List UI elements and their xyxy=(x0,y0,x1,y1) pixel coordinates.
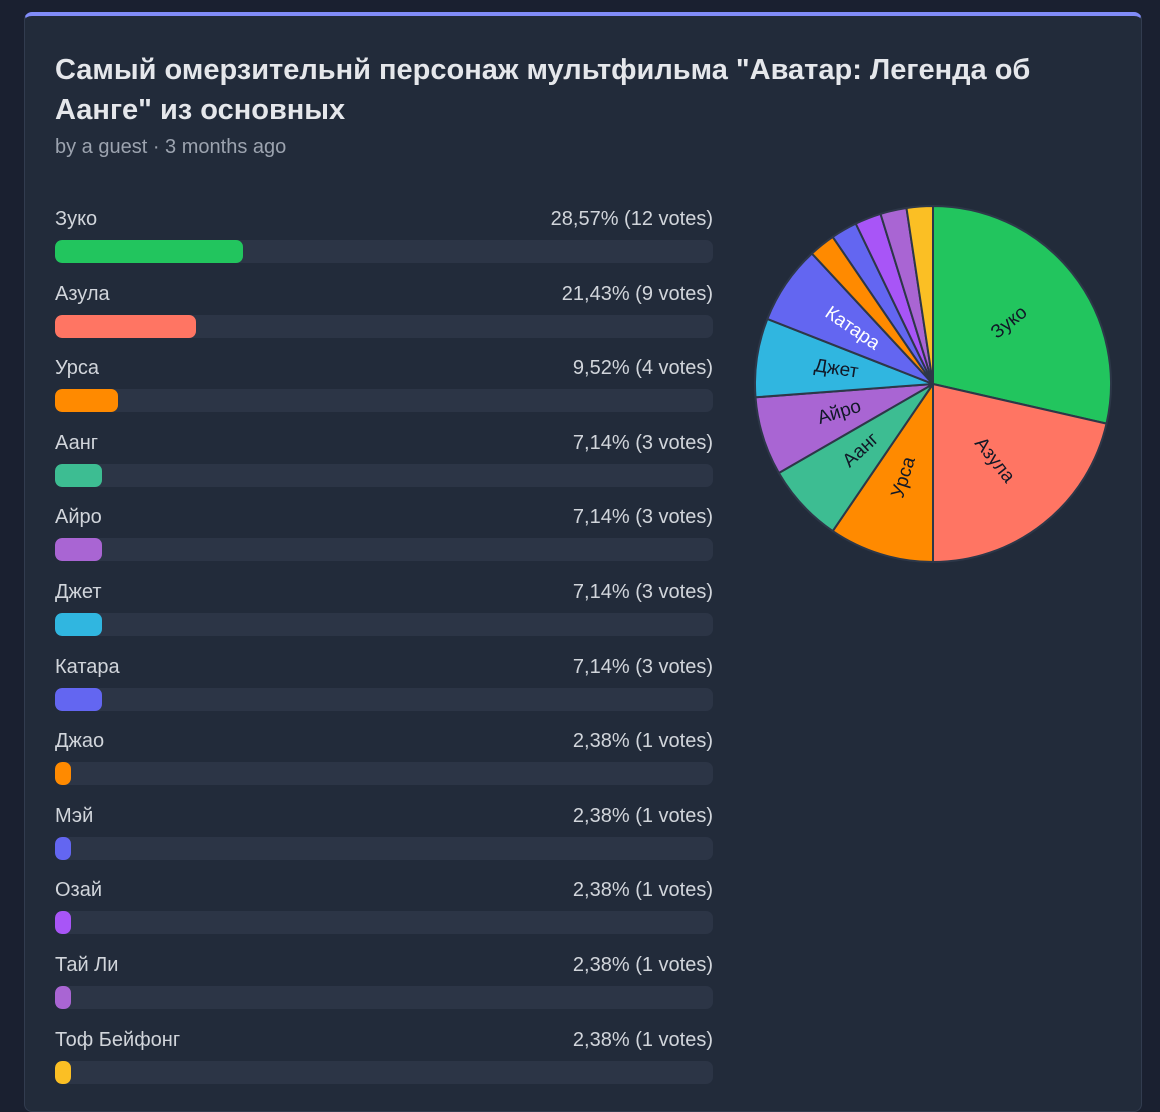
result-row: Катара 7,14% (3 votes) xyxy=(55,654,713,729)
result-row-header: Урса 9,52% (4 votes) xyxy=(55,355,713,385)
progress-track xyxy=(55,389,713,413)
option-name: Урса xyxy=(55,357,100,380)
progress-fill xyxy=(55,911,71,935)
option-percent-votes: 2,38% (1 votes) xyxy=(572,879,713,902)
option-name: Зуко xyxy=(55,208,98,230)
progress-track xyxy=(55,836,713,860)
option-percent-votes: 9,52% (4 votes) xyxy=(572,357,713,380)
option-percent-votes: 7,14% (3 votes) xyxy=(572,655,713,678)
result-row: Айро 7,14% (3 votes) xyxy=(55,504,713,579)
result-row-header: Тоф Бейфонг 2,38% (1 votes) xyxy=(55,1027,713,1057)
option-name: Джет xyxy=(55,580,102,603)
option-name: Азула xyxy=(55,282,110,305)
result-row: Джао 2,38% (1 votes) xyxy=(55,728,713,803)
option-percent-votes: 7,14% (3 votes) xyxy=(572,580,713,603)
option-name: Джао xyxy=(55,730,105,753)
results-list: Зуко 28,57% (12 votes) Азула 21,43% (9 vote… xyxy=(55,206,713,1101)
progress-fill xyxy=(55,612,102,636)
result-row: Аанг 7,14% (3 votes) xyxy=(55,430,713,505)
poll-meta: by a guest · 3 months ago xyxy=(55,136,287,158)
option-name: Озай xyxy=(55,879,103,902)
option-percent-votes: 2,38% (1 votes) xyxy=(572,1028,713,1051)
option-name: Тоф Бейфонг xyxy=(55,1028,181,1051)
result-row-header: Джет 7,14% (3 votes) xyxy=(55,579,713,609)
option-percent-votes: 2,38% (1 votes) xyxy=(572,730,713,753)
progress-fill xyxy=(55,538,102,562)
progress-fill xyxy=(55,985,71,1009)
result-row-header: Тай Ли 2,38% (1 votes) xyxy=(55,952,713,982)
progress-track xyxy=(55,240,713,263)
progress-track xyxy=(55,762,713,786)
option-percent-votes: 7,14% (3 votes) xyxy=(572,506,713,529)
progress-track xyxy=(55,538,713,562)
progress-fill xyxy=(55,314,196,338)
progress-track xyxy=(55,985,713,1009)
poll-card: Самый омерзительнй персонаж мультфильма … xyxy=(24,12,1142,1112)
pie-slice xyxy=(905,204,934,385)
progress-track xyxy=(55,911,713,935)
option-name: Айро xyxy=(55,506,102,529)
result-row: Тоф Бейфонг 2,38% (1 votes) xyxy=(55,1027,713,1102)
result-row: Мэй 2,38% (1 votes) xyxy=(55,803,713,878)
result-row-header: Мэй 2,38% (1 votes) xyxy=(55,803,713,833)
progress-track xyxy=(55,612,713,636)
result-row: Тай Ли 2,38% (1 votes) xyxy=(55,952,713,1027)
progress-fill xyxy=(55,1060,71,1084)
result-row: Озай 2,38% (1 votes) xyxy=(55,877,713,952)
result-row: Урса 9,52% (4 votes) xyxy=(55,355,713,430)
result-row-header: Джао 2,38% (1 votes) xyxy=(55,728,713,758)
option-percent-votes: 2,38% (1 votes) xyxy=(572,804,713,827)
option-name: Мэй xyxy=(55,804,94,827)
result-row-header: Озай 2,38% (1 votes) xyxy=(55,877,713,907)
results-pie-chart: Зуко Азула Урса Аанг Айро Джет Катара xyxy=(753,204,1113,564)
option-percent-votes: 7,14% (3 votes) xyxy=(572,431,713,454)
option-percent-votes: 28,57% (12 votes) xyxy=(550,208,713,230)
result-row-header: Аанг 7,14% (3 votes) xyxy=(55,430,713,460)
progress-fill xyxy=(55,463,102,487)
option-name: Катара xyxy=(55,655,120,678)
result-row-header: Катара 7,14% (3 votes) xyxy=(55,654,713,684)
pie-slice xyxy=(932,204,1112,425)
result-row-header: Азула 21,43% (9 votes) xyxy=(55,281,713,311)
progress-fill xyxy=(55,762,71,786)
progress-track xyxy=(55,463,713,487)
result-row: Зуко 28,57% (12 votes) xyxy=(55,206,713,281)
result-row-header: Зуко 28,57% (12 votes) xyxy=(55,206,713,236)
progress-fill xyxy=(55,687,102,711)
result-row-header: Айро 7,14% (3 votes) xyxy=(55,504,713,534)
option-percent-votes: 2,38% (1 votes) xyxy=(572,953,713,976)
poll-title: Самый омерзительнй персонаж мультфильма … xyxy=(55,54,1031,126)
pie-slice xyxy=(932,382,1108,564)
progress-fill xyxy=(55,389,118,413)
progress-fill xyxy=(55,836,71,860)
progress-track xyxy=(55,314,713,338)
pie-slice xyxy=(831,380,934,564)
option-name: Тай Ли xyxy=(55,953,119,976)
result-row: Джет 7,14% (3 votes) xyxy=(55,579,713,654)
option-percent-votes: 21,43% (9 votes) xyxy=(561,282,713,305)
option-name: Аанг xyxy=(55,431,99,454)
result-row: Азула 21,43% (9 votes) xyxy=(55,281,713,356)
progress-fill xyxy=(55,240,243,263)
progress-track xyxy=(55,1060,713,1084)
progress-track xyxy=(55,687,713,711)
